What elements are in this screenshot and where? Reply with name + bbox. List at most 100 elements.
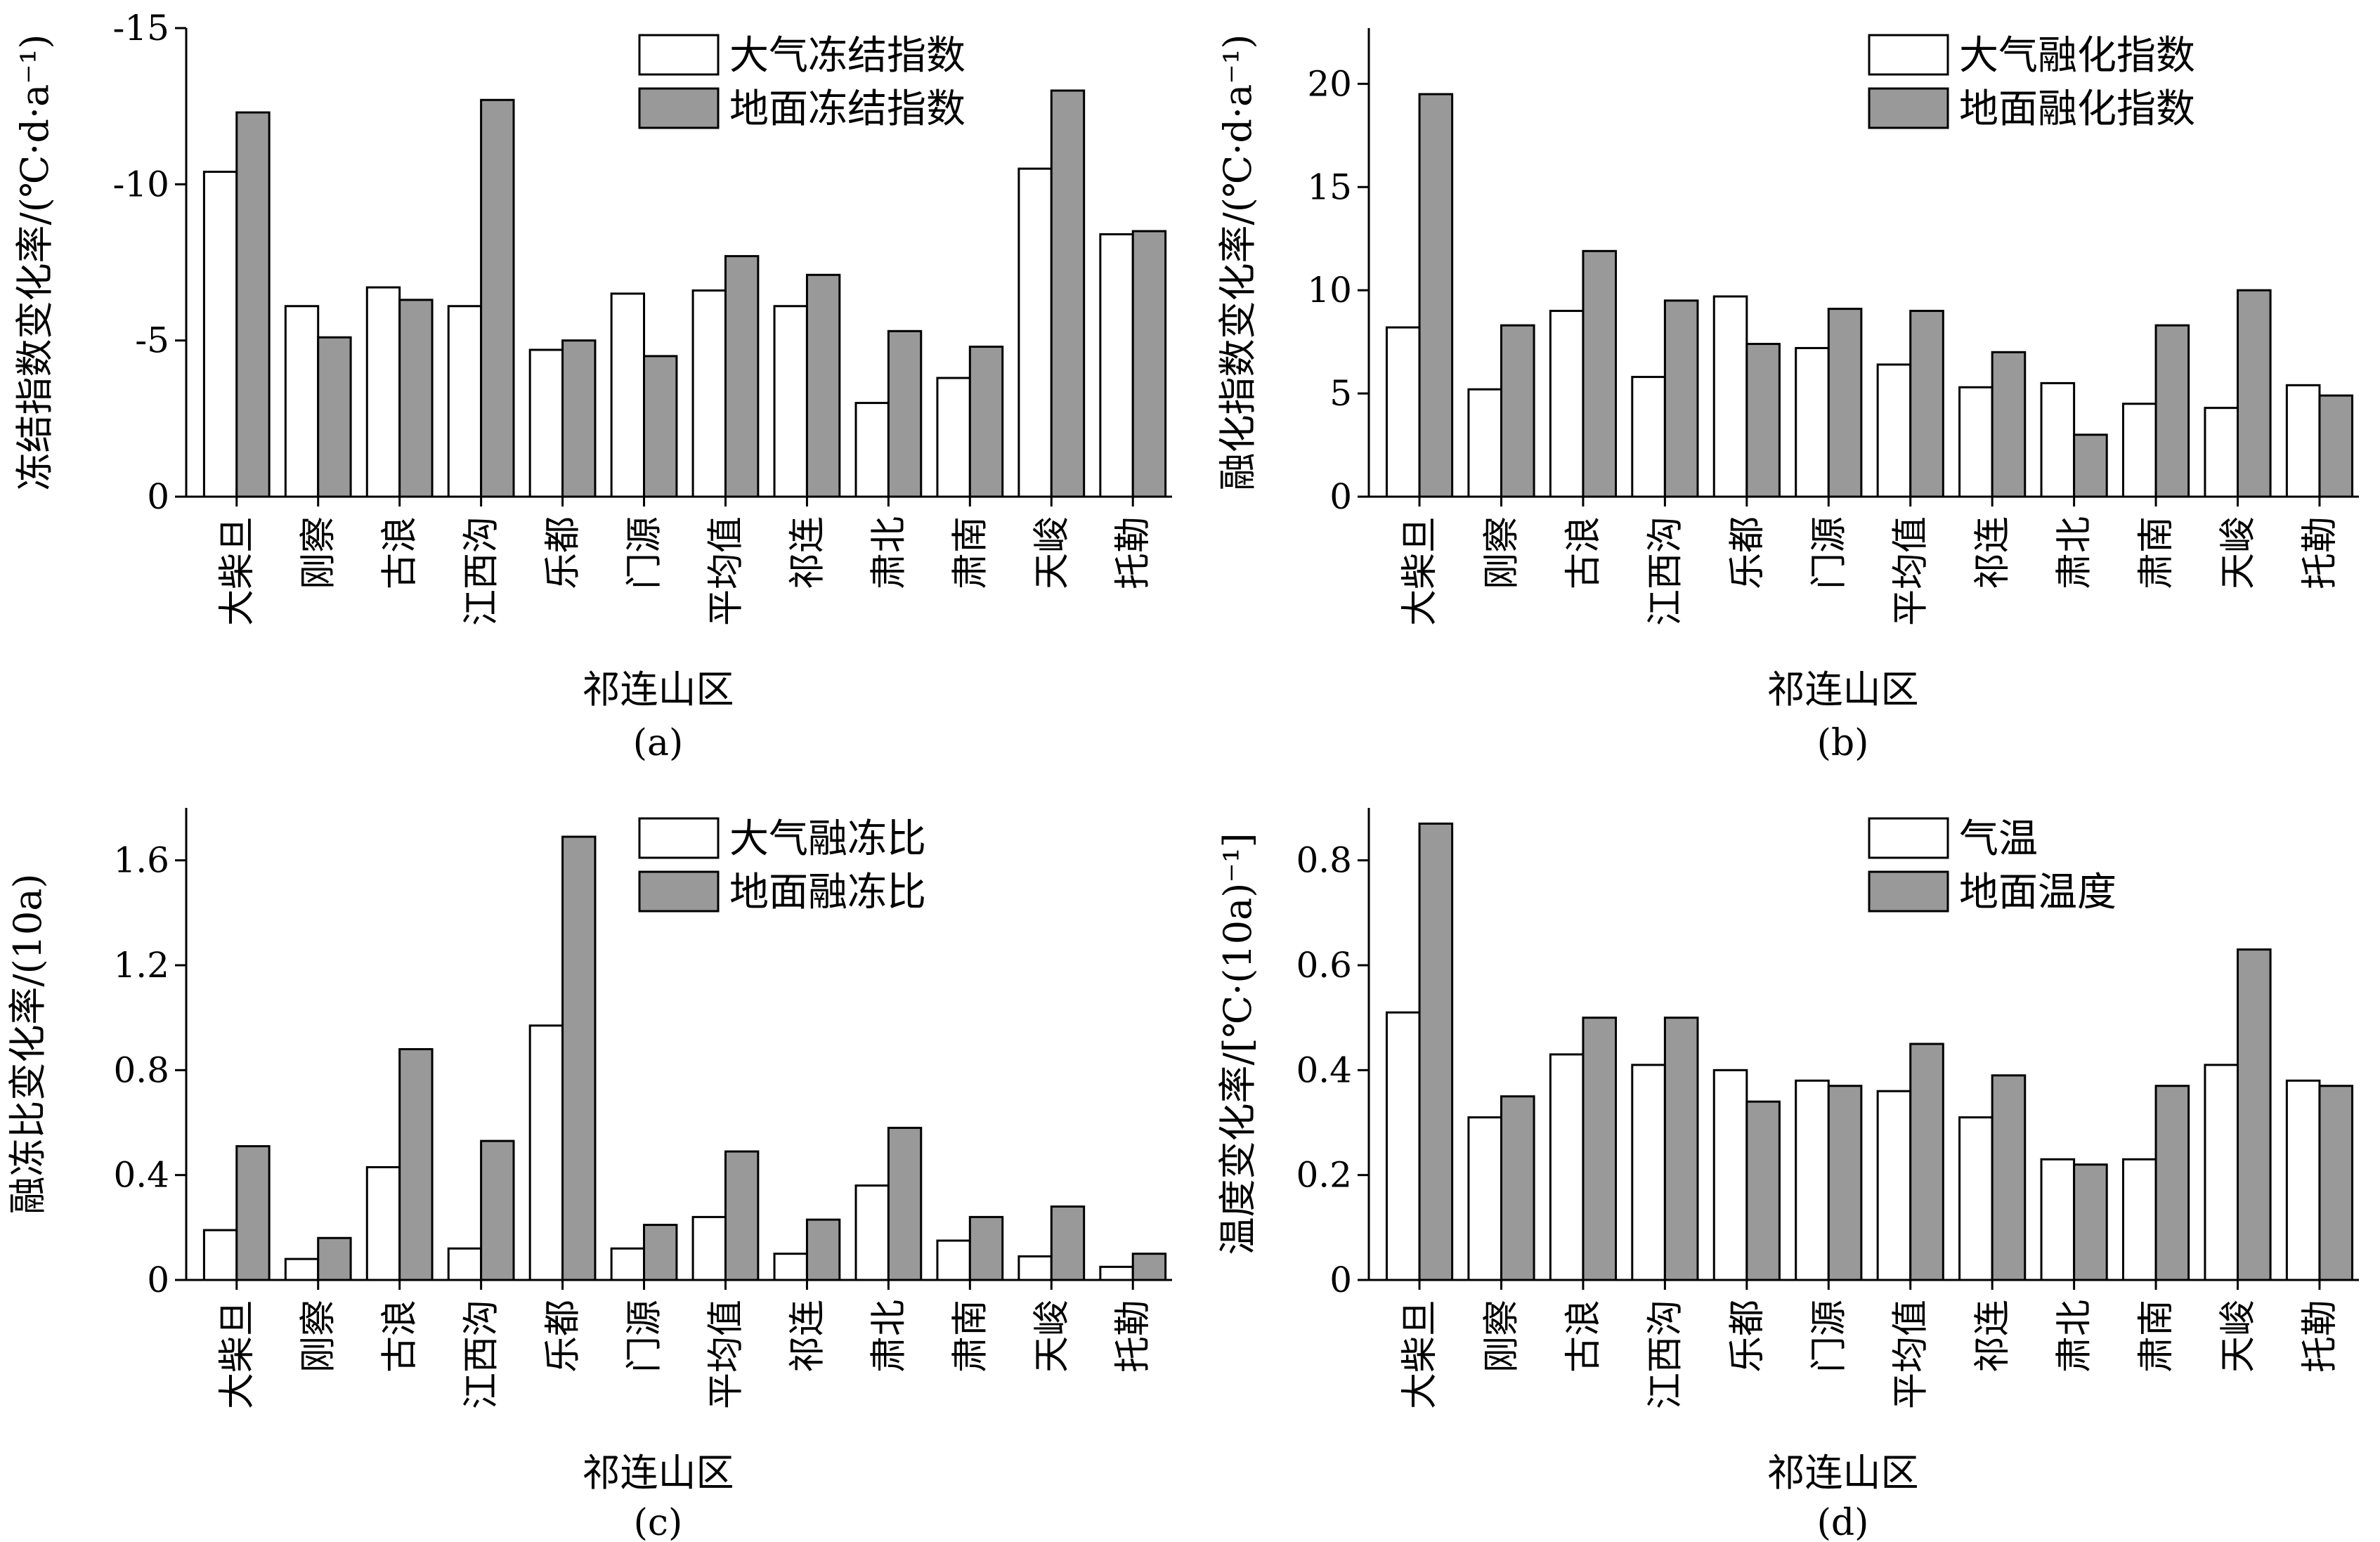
bar-air [1099,233,1134,498]
category-label: 古浪 [1563,1300,1605,1373]
bar-ground [1909,1043,1944,1281]
y-tick-label: 0.8 [113,1050,169,1090]
y-axis-label: 融化指数变化率/(℃·d·a⁻¹) [1216,34,1260,491]
category-label: 江西沟 [1644,1300,1686,1409]
bar-ground [643,1224,678,1281]
bar-ground [968,346,1004,498]
category-label: 乐都 [542,1300,585,1373]
bar-air [2121,1158,2157,1281]
category-label: 平均值 [705,516,747,626]
bar-ground [1131,1253,1167,1281]
bar-air [1795,1079,1830,1281]
bar-ground [724,255,760,498]
category-label: 天峻 [2218,1300,2260,1373]
category-label: 托勒 [1112,1300,1155,1373]
category-label: 肃北 [868,1300,910,1373]
bar-ground [1582,249,1618,498]
bar-ground [805,1218,841,1281]
bar-air [1467,388,1502,498]
y-axis-label: 融冻比变化率/(10a) [6,873,50,1214]
category-label: 门源 [624,1300,666,1373]
bar-ground [2073,1163,2108,1281]
bar-air [773,305,808,498]
y-tick-label: 0.8 [1296,840,1352,881]
y-axis-label: 温度变化率/[℃·(10a)⁻¹] [1216,832,1260,1255]
bar-air [447,1247,483,1281]
bar-air [691,1215,727,1281]
legend-label: 地面融化指数 [1959,86,2195,132]
legend-label: 大气融冻比 [729,816,926,862]
category-label: 肃南 [949,1300,991,1373]
bar-ground [1991,1074,2027,1281]
x-axis-label: 祁连山区 [1767,667,1919,712]
bar-air [854,1184,890,1281]
bar-air [2204,407,2239,498]
bar-air [365,286,401,498]
bar-ground [1663,299,1699,498]
y-tick-label: 0 [1329,1260,1352,1300]
category-label: 托勒 [1112,516,1155,589]
y-tick-label: 15 [1307,166,1352,207]
category-label: 江西沟 [1644,516,1686,626]
bar-ground [1827,308,1863,498]
category-label: 平均值 [1890,1300,1932,1409]
category-label: 古浪 [379,516,422,589]
bar-air [1631,376,1666,498]
bar-ground [1500,1095,1535,1281]
bar-ground [1663,1017,1699,1281]
category-label: 肃南 [2135,516,2178,589]
category-label: 乐都 [1727,516,1769,589]
bar-air [528,1024,564,1281]
y-tick-label: 1.6 [113,840,169,881]
legend-swatch [638,34,720,76]
category-label: 肃南 [949,516,991,589]
y-tick-label: -5 [135,320,169,361]
y-tick-label: -15 [112,8,169,48]
bar-air [1549,1053,1585,1281]
category-label: 肃南 [2135,1300,2178,1373]
y-tick-label: 1.2 [113,945,169,986]
bar-air [936,377,971,498]
bar-ground [724,1150,760,1281]
category-label: 托勒 [2299,1300,2341,1373]
y-tick-label: 5 [1329,373,1352,414]
bar-air [2204,1064,2239,1281]
bar-ground [887,1126,923,1281]
y-tick-label: 0.6 [1296,945,1352,986]
bar-air [1385,1011,1421,1281]
legend-label: 地面融冻比 [729,870,926,915]
bar-air [1876,1090,1912,1281]
category-label: 祁连 [1972,1300,2014,1373]
bar-air [691,289,727,498]
category-label: 平均值 [705,1300,747,1409]
bar-air [284,305,320,498]
bar-ground [2154,1085,2190,1281]
bar-air [936,1239,971,1281]
x-axis-label: 祁连山区 [1767,1451,1919,1495]
bar-ground [480,98,515,498]
category-label: 刚察 [298,1300,340,1373]
category-label: 天峻 [2218,516,2260,589]
category-label: 刚察 [1481,516,1523,589]
bar-ground [561,835,597,1281]
bar-ground [235,1145,271,1281]
bar-ground [805,273,841,498]
bar-air [610,292,646,498]
bar-air [2040,1158,2076,1281]
bar-air [1712,295,1748,498]
bar-air [1795,346,1830,498]
category-label: 刚察 [1481,1300,1523,1373]
bar-air [365,1165,401,1281]
y-tick-label: 0.4 [1296,1050,1352,1090]
bar-ground [2318,1085,2354,1281]
category-label: 肃北 [868,516,910,589]
bar-ground [561,339,597,498]
bar-ground [1909,310,1944,498]
bar-air [1099,1265,1134,1281]
bar-air [610,1247,646,1281]
category-label: 大柴旦 [1399,1300,1441,1409]
y-tick-label: 0.4 [113,1155,169,1196]
category-label: 门源 [1808,516,1850,589]
bar-ground [2154,324,2190,498]
category-label: 门源 [624,516,666,589]
